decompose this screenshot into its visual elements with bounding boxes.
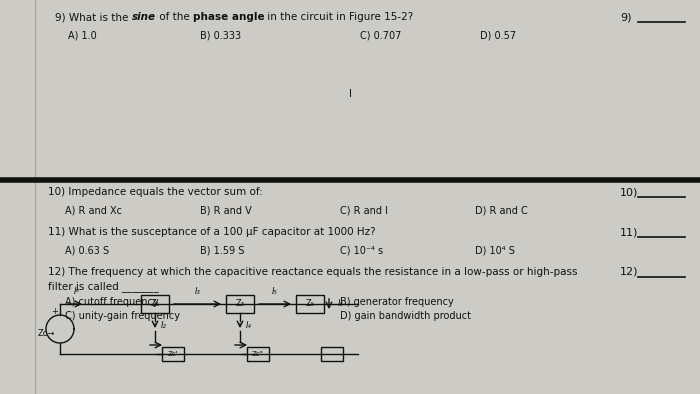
Text: C) 10⁻⁴ s: C) 10⁻⁴ s — [340, 245, 383, 255]
Text: B) R and V: B) R and V — [200, 205, 252, 215]
Text: C) R and I: C) R and I — [340, 205, 388, 215]
Text: Iᵍ: Iᵍ — [74, 287, 80, 296]
Text: sine: sine — [132, 12, 155, 22]
Text: Zᴄ": Zᴄ" — [252, 351, 264, 357]
Text: D) gain bandwidth product: D) gain bandwidth product — [340, 311, 471, 321]
Text: Z₅: Z₅ — [305, 299, 314, 309]
Text: +: + — [52, 307, 58, 316]
Text: A) 0.63 S: A) 0.63 S — [65, 245, 109, 255]
Bar — [0, 0, 700, 180]
Bar — [141, 295, 169, 313]
Text: 12) The frequency at which the capacitive reactance equals the resistance in a l: 12) The frequency at which the capacitiv… — [48, 267, 578, 277]
Bar — [226, 295, 254, 313]
Text: A) 1.0: A) 1.0 — [68, 30, 97, 40]
Bar — [0, 180, 700, 394]
Text: A) cutoff frequency: A) cutoff frequency — [65, 297, 159, 307]
Text: D) R and C: D) R and C — [475, 205, 528, 215]
Text: 10) Impedance equals the vector sum of:: 10) Impedance equals the vector sum of: — [48, 187, 263, 197]
Text: I: I — [349, 89, 351, 99]
Text: 11): 11) — [620, 227, 638, 237]
Text: in the circuit in Figure 15-2?: in the circuit in Figure 15-2? — [265, 12, 414, 22]
Text: 9): 9) — [620, 12, 631, 22]
Text: 11) What is the susceptance of a 100 μF capacitor at 1000 Hz?: 11) What is the susceptance of a 100 μF … — [48, 227, 376, 237]
Text: C) 0.707: C) 0.707 — [360, 30, 401, 40]
Text: Z₃: Z₃ — [235, 299, 244, 309]
Bar — [247, 347, 269, 361]
Text: I₃: I₃ — [195, 287, 200, 296]
Text: C) unity-gain frequency: C) unity-gain frequency — [65, 311, 180, 321]
Text: A) R and Xc: A) R and Xc — [65, 205, 122, 215]
Text: 9) What is the: 9) What is the — [55, 12, 132, 22]
Text: I₅: I₅ — [272, 287, 278, 296]
Text: Z₁: Z₁ — [150, 299, 160, 309]
Text: filter is called _______: filter is called _______ — [48, 281, 159, 292]
Bar — [162, 347, 184, 361]
Text: of the: of the — [155, 12, 193, 22]
Text: D) 10⁴ S: D) 10⁴ S — [475, 245, 515, 255]
Text: Zᴄ→: Zᴄ→ — [37, 329, 55, 338]
Text: Zᴄ': Zᴄ' — [168, 351, 178, 357]
Bar — [321, 347, 343, 361]
Bar — [296, 295, 324, 313]
Text: I₆: I₆ — [338, 299, 344, 309]
Text: 10): 10) — [620, 187, 638, 197]
Text: 12): 12) — [620, 267, 638, 277]
Text: phase angle: phase angle — [193, 12, 265, 22]
Text: B) 0.333: B) 0.333 — [200, 30, 241, 40]
Text: I₂: I₂ — [161, 320, 167, 329]
Text: D) 0.57: D) 0.57 — [480, 30, 516, 40]
Text: I₄: I₄ — [246, 320, 252, 329]
Text: B) 1.59 S: B) 1.59 S — [200, 245, 244, 255]
Text: B) generator frequency: B) generator frequency — [340, 297, 454, 307]
